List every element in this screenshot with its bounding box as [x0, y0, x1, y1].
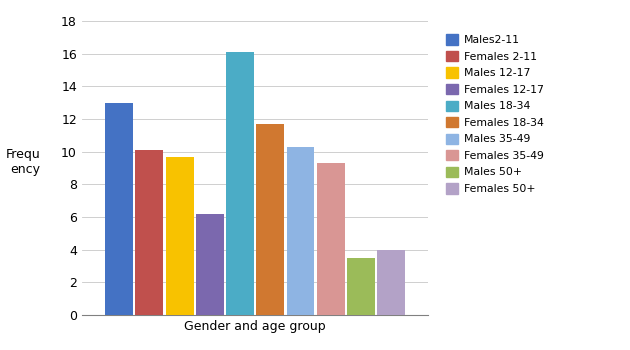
Legend: Males2-11, Females 2-11, Males 12-17, Females 12-17, Males 18-34, Females 18-34,: Males2-11, Females 2-11, Males 12-17, Fe…	[444, 32, 546, 196]
Y-axis label: Frequ
ency: Frequ ency	[6, 148, 40, 176]
Bar	[347, 258, 375, 315]
Bar	[226, 52, 254, 315]
Bar	[377, 250, 405, 315]
Bar	[105, 103, 133, 315]
Bar	[287, 147, 314, 315]
Bar	[135, 150, 163, 315]
Bar	[196, 214, 224, 315]
Bar	[317, 163, 345, 315]
Bar	[256, 124, 284, 315]
Bar	[166, 156, 193, 315]
